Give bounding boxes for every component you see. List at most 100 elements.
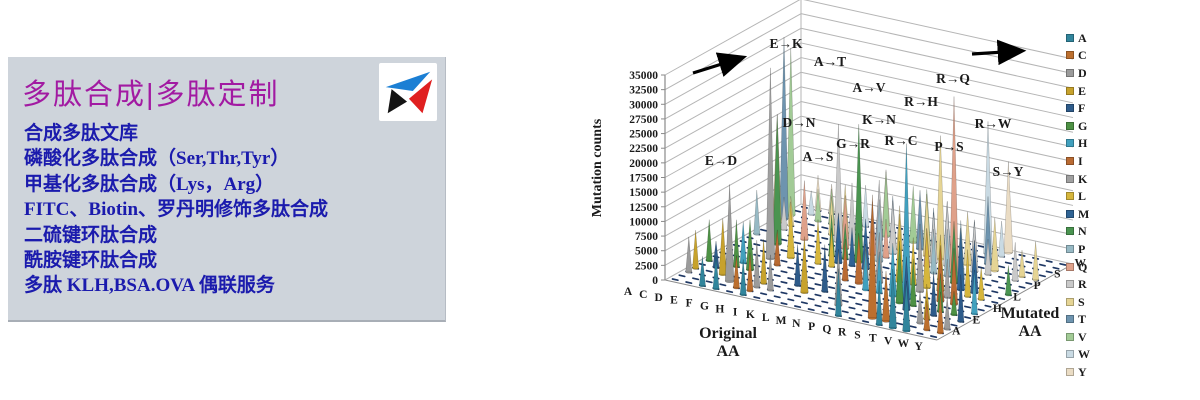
cone-spike xyxy=(957,274,965,323)
legend-item: K xyxy=(1066,170,1090,188)
cone-spike xyxy=(990,217,999,273)
legend-label: L xyxy=(1078,189,1087,204)
service-item: 甲基化多肽合成（Lys，Arg） xyxy=(24,173,275,195)
peak-annotation: R→W xyxy=(975,116,1012,131)
legend-item: A xyxy=(1066,29,1090,47)
legend-item: Q xyxy=(1066,258,1090,276)
y-tick-label: 12500 xyxy=(629,202,658,214)
z-tick-label: P xyxy=(1034,280,1041,292)
z-tick-label: E xyxy=(972,314,980,326)
legend-item: I xyxy=(1066,152,1090,170)
legend-swatch xyxy=(1066,297,1074,306)
x-tick-label: F xyxy=(686,298,693,310)
x-tick-label: I xyxy=(733,306,738,318)
cone-spike xyxy=(821,244,829,293)
cone-spike xyxy=(814,219,822,265)
legend-swatch xyxy=(1066,315,1074,324)
y-tick-label: 27500 xyxy=(629,114,658,126)
z-tick-label: H xyxy=(993,303,1002,315)
promo-title: 多肽合成|多肽定制 xyxy=(22,79,280,111)
cone-spike xyxy=(1018,250,1026,279)
x-tick-label: Q xyxy=(822,324,831,336)
legend-label: Y xyxy=(1078,365,1087,380)
legend-swatch xyxy=(1066,280,1074,289)
peak-annotation: E→D xyxy=(705,153,738,168)
cone-spike xyxy=(1032,241,1039,282)
cone-spike xyxy=(971,269,978,316)
cone-spike xyxy=(746,252,754,293)
legend-item: W xyxy=(1066,346,1090,364)
cone-spike xyxy=(867,194,878,320)
y-tick-label: 5000 xyxy=(635,246,658,258)
x-tick-label: P xyxy=(808,321,815,333)
cone-spike xyxy=(794,244,801,287)
legend-swatch xyxy=(1066,121,1074,130)
service-item: 二硫键环肽合成 xyxy=(24,224,158,246)
cone-spike xyxy=(964,249,971,298)
service-item: 磷酸化多肽合成（Ser,Thr,Tyr） xyxy=(24,148,290,170)
y-tick-label: 30000 xyxy=(629,99,658,111)
x-axis-title-line2: AA xyxy=(716,343,740,360)
legend-swatch xyxy=(1066,156,1074,165)
x-tick-label: C xyxy=(639,289,647,301)
legend-swatch xyxy=(1066,51,1074,60)
legend-item: G xyxy=(1066,117,1090,135)
pinwheel-triangle-icon xyxy=(385,71,433,114)
promo-panel: 多肽合成|多肽定制 合成多肽文库 磷酸化多肽合成（Ser,Thr,Tyr） 甲基化多… xyxy=(8,57,446,322)
cone-spike xyxy=(875,280,883,327)
legend-swatch xyxy=(1066,209,1074,218)
cone-spike xyxy=(705,219,713,263)
cone-spike xyxy=(943,296,951,331)
y-tick-label: 15000 xyxy=(629,187,658,199)
legend-item: V xyxy=(1066,328,1090,346)
cone-spike xyxy=(699,256,706,288)
z-tick-label: S xyxy=(1054,269,1060,281)
peak-annotation: A→S xyxy=(803,149,834,164)
legend-swatch xyxy=(1066,227,1074,236)
service-item: FITC、Biotin、罗丹明修饰多肽合成 xyxy=(24,199,329,221)
x-axis-title: Original xyxy=(699,325,757,342)
cone-spike xyxy=(1005,265,1012,297)
peak-annotation: A→T xyxy=(814,54,846,69)
peak-annotation: D→N xyxy=(783,115,816,130)
legend-label: T xyxy=(1078,312,1087,327)
legend-label: G xyxy=(1078,118,1088,133)
legend-swatch xyxy=(1066,68,1074,77)
company-logo xyxy=(379,63,437,121)
y-tick-label: 32500 xyxy=(629,85,658,97)
x-tick-label: R xyxy=(838,327,847,339)
legend-item: Y xyxy=(1066,363,1090,381)
cone-spike xyxy=(828,228,835,268)
service-item: 多肽 KLH,BSA.OVA 偶联服务 xyxy=(24,275,275,297)
legend-label: Q xyxy=(1078,259,1088,274)
cone-spike xyxy=(977,267,985,301)
legend-label: M xyxy=(1078,206,1090,221)
legend-item: R xyxy=(1066,275,1090,293)
z-tick-label: W xyxy=(1074,257,1086,269)
y-tick-label: 2500 xyxy=(635,260,658,272)
y-tick-label: 35000 xyxy=(629,70,658,82)
cone-spike xyxy=(888,269,897,330)
peak-annotations: E→K A→T A→V R→Q R→H K→N R→C D→N G→R P→S R→W A→S E→D S… xyxy=(705,36,1024,179)
x-tick-label: D xyxy=(654,292,662,304)
legend-item: S xyxy=(1066,293,1090,311)
cone-spike xyxy=(909,258,917,308)
y-tick-label: 7500 xyxy=(635,231,658,243)
legend-swatch xyxy=(1066,368,1074,377)
x-tick-label: S xyxy=(854,330,860,342)
cone-spikes xyxy=(685,37,1039,335)
legend-label: K xyxy=(1078,171,1088,186)
peak-annotation: R→H xyxy=(904,94,938,109)
cone-spike xyxy=(692,230,699,270)
legend-label: V xyxy=(1078,329,1087,344)
x-tick-label: T xyxy=(869,332,877,344)
y-tick-label: 25000 xyxy=(629,129,658,141)
legend-item: D xyxy=(1066,64,1090,82)
cone-spike xyxy=(1011,242,1019,282)
legend-label: S xyxy=(1078,294,1085,309)
legend-label: H xyxy=(1078,136,1088,151)
cone-spike xyxy=(807,190,815,216)
y-tick-label: 17500 xyxy=(629,173,658,185)
